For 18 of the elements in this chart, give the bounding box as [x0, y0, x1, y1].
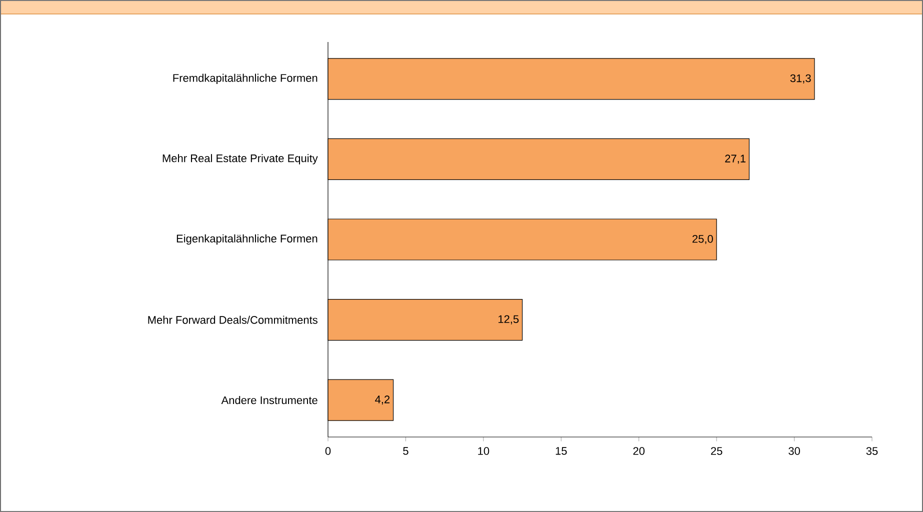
x-tick-label: 20 — [633, 447, 645, 455]
data-label: 31,3 — [790, 74, 811, 84]
data-label: 4,2 — [375, 396, 390, 405]
y-tick-label: Mehr Forward Deals/Commitments — [148, 316, 318, 324]
y-tick-label: Andere Instrumente — [221, 396, 318, 404]
x-tick-label: 30 — [788, 447, 800, 455]
data-label: 27,1 — [725, 154, 746, 164]
y-tick-label: Eigenkapitalähnliche Formen — [176, 234, 318, 245]
data-label: 12,5 — [498, 315, 519, 324]
x-tick-label: 15 — [556, 447, 567, 455]
x-tick-label: 25 — [711, 447, 722, 455]
y-tick-label: Fremdkapitalähnliche Formen — [173, 74, 318, 84]
x-tick-label: 0 — [325, 447, 331, 455]
x-tick-label: 10 — [478, 447, 490, 455]
x-tick-label: 5 — [403, 447, 408, 455]
y-tick-label: Mehr Real Estate Private Equity — [162, 154, 318, 164]
x-tick-label: 35 — [866, 447, 878, 455]
data-label: 25,0 — [692, 234, 713, 244]
